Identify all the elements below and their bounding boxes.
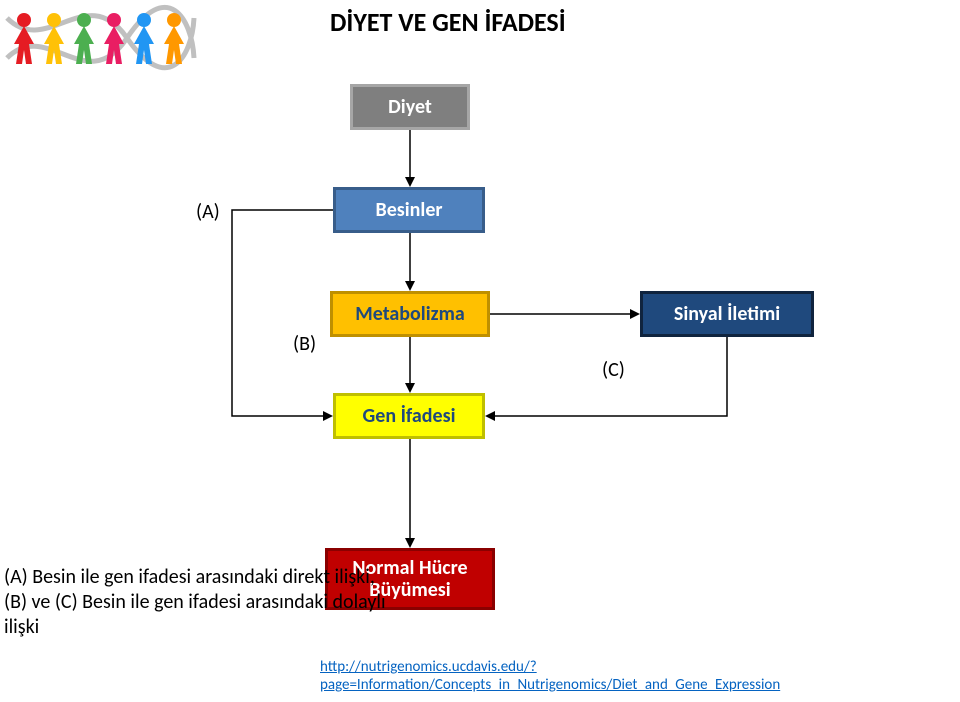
arrow-a-besinler-gen [232, 210, 333, 416]
label-c: (C) [602, 358, 625, 382]
node-diyet: Diyet [350, 84, 470, 130]
dna-helix-icon [7, 7, 194, 67]
page: DİYET VE GEN İFADESİ Diyet Besinler Meta… [0, 0, 960, 702]
source-link[interactable]: http://nutrigenomics.ucdavis.edu/?page=I… [320, 658, 960, 694]
page-title: DİYET VE GEN İFADESİ [330, 6, 566, 38]
node-metabolizma: Metabolizma [330, 291, 490, 337]
label-a: (A) [196, 200, 220, 224]
node-besinler-label: Besinler [376, 198, 443, 222]
node-besinler: Besinler [333, 187, 485, 233]
label-b: (B) [293, 332, 316, 356]
node-gen-label: Gen İfadesi [363, 404, 456, 428]
footnote-line-2: (B) ve (C) Besin ile gen ifadesi arasınd… [4, 590, 386, 614]
logo-dna-figures [2, 0, 197, 78]
node-sinyal-iletimi: Sinyal İletimi [640, 291, 814, 337]
node-sinyal-label: Sinyal İletimi [674, 302, 780, 326]
logo-people [14, 13, 184, 64]
footnote-line-1: (A) Besin ile gen ifadesi arasındaki dir… [4, 565, 375, 589]
footnote: (A) Besin ile gen ifadesi arasındaki dir… [4, 565, 444, 640]
node-gen-ifadesi: Gen İfadesi [333, 393, 485, 439]
footnote-line-3: ilişki [4, 615, 39, 639]
node-diyet-label: Diyet [388, 95, 432, 119]
node-metabolizma-label: Metabolizma [355, 302, 464, 326]
